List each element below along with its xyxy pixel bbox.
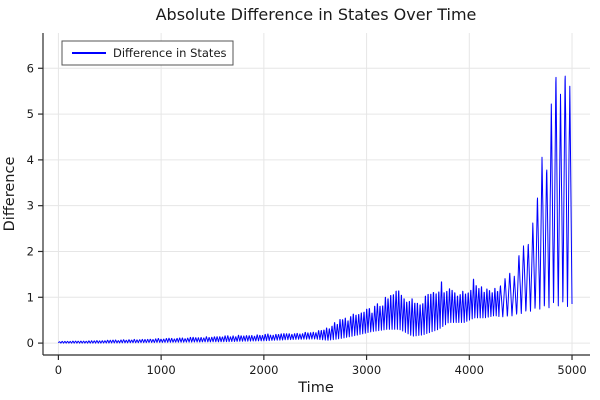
y-tick-label: 2 bbox=[27, 244, 34, 258]
x-tick-label: 2000 bbox=[249, 363, 278, 377]
y-tick-label: 6 bbox=[27, 61, 34, 75]
x-tick-label: 5000 bbox=[557, 363, 586, 377]
tick-labels: 0 1000 2000 3000 4000 5000 0 1 2 3 4 5 6 bbox=[27, 61, 587, 377]
axes bbox=[38, 33, 590, 360]
gridlines bbox=[43, 33, 590, 355]
y-axis-label: Difference bbox=[2, 157, 18, 232]
y-tick-label: 1 bbox=[27, 290, 34, 304]
y-tick-label: 3 bbox=[27, 199, 34, 213]
y-tick-label: 0 bbox=[27, 336, 34, 350]
y-tick-label: 5 bbox=[27, 107, 34, 121]
x-tick-label: 1000 bbox=[146, 363, 175, 377]
legend: Difference in States bbox=[61, 40, 234, 66]
y-tick-label: 4 bbox=[27, 153, 34, 167]
legend-entry-label: Difference in States bbox=[113, 46, 227, 60]
chart-title: Absolute Difference in States Over Time bbox=[156, 5, 477, 24]
series-line-difference bbox=[57, 75, 573, 344]
x-tick-label: 4000 bbox=[455, 363, 484, 377]
x-tick-label: 0 bbox=[55, 363, 62, 377]
x-axis-label: Time bbox=[297, 380, 334, 396]
x-tick-label: 3000 bbox=[352, 363, 381, 377]
